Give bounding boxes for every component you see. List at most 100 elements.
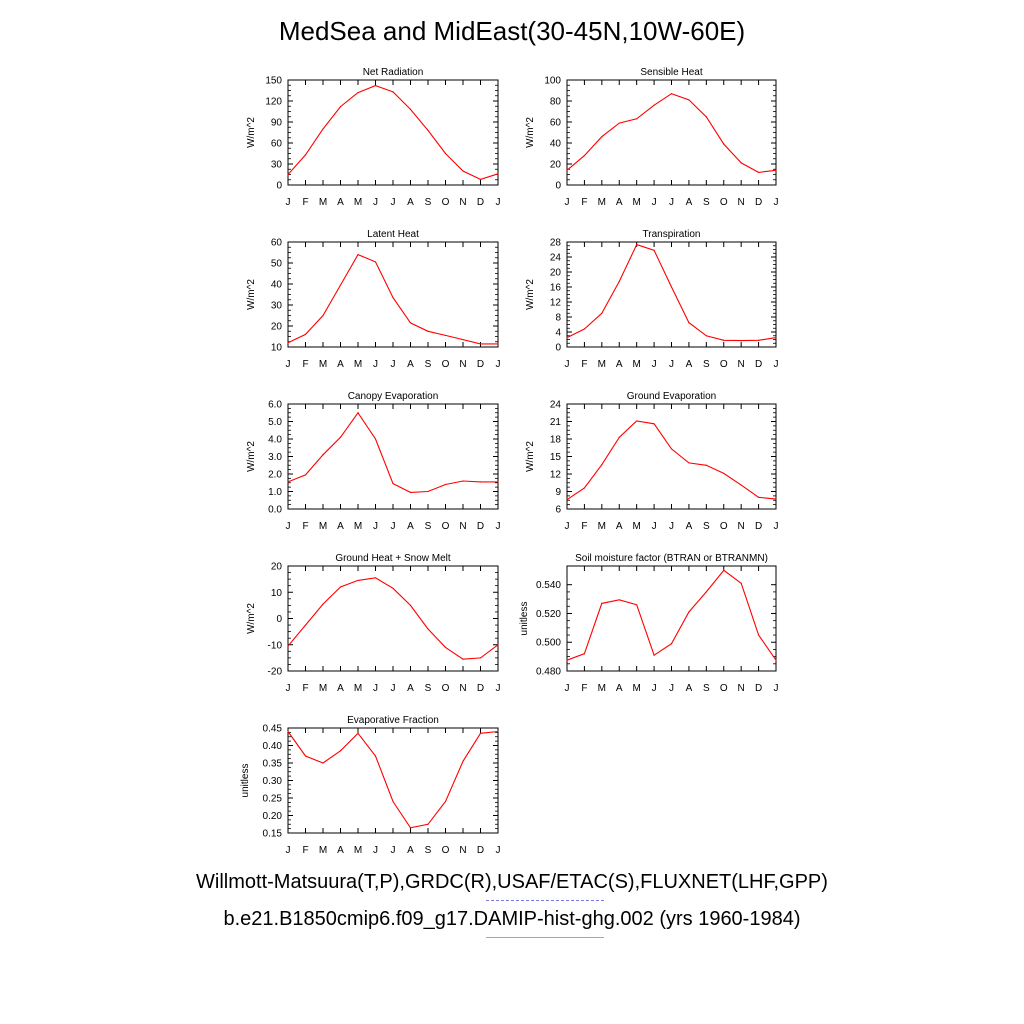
x-tick-label: J xyxy=(391,845,396,856)
chart-title: Latent Heat xyxy=(367,229,419,240)
y-tick-label: 2.0 xyxy=(268,470,282,481)
data-point xyxy=(636,118,638,120)
x-tick-label: M xyxy=(319,683,327,694)
x-tick-label: J xyxy=(286,683,291,694)
data-point xyxy=(601,602,603,604)
x-tick-label: J xyxy=(774,683,779,694)
chart-title: Transpiration xyxy=(643,229,701,240)
x-tick-label: M xyxy=(598,683,606,694)
x-tick-label: S xyxy=(703,683,710,694)
chart-frame xyxy=(566,241,777,348)
chart-title: Ground Heat + Snow Melt xyxy=(335,553,451,564)
x-tick-label: A xyxy=(686,521,693,532)
y-tick-label: 0.500 xyxy=(536,638,561,649)
data-point xyxy=(374,755,377,757)
data-point xyxy=(497,730,499,733)
chart-panel-canopy-evaporation: Canopy Evaporation W/m^2 0.0 1.0 2.0 3.0 4.0 5.… xyxy=(246,391,501,532)
data-point xyxy=(740,582,742,584)
x-tick-label: O xyxy=(720,683,728,694)
data-point xyxy=(636,604,638,606)
x-tick-label: A xyxy=(337,197,344,208)
chart-frame xyxy=(287,241,499,348)
data-point xyxy=(427,330,429,332)
x-tick-label: J xyxy=(565,683,570,694)
data-point xyxy=(462,658,464,660)
series-line-ground-heat-snow-melt xyxy=(287,577,499,660)
x-tick-label: S xyxy=(425,359,432,370)
x-tick-label: F xyxy=(581,359,587,370)
data-point xyxy=(304,333,307,335)
data-point xyxy=(322,603,324,605)
y-tick-label: 10 xyxy=(271,588,283,599)
x-tick-label: D xyxy=(477,359,484,370)
data-point xyxy=(705,591,707,593)
y-tick-label: 3.0 xyxy=(268,452,282,463)
y-tick-label: 0 xyxy=(276,181,282,192)
x-tick-label: D xyxy=(755,683,762,694)
data-point xyxy=(653,654,655,656)
data-point xyxy=(339,750,342,752)
x-tick-label: O xyxy=(442,197,450,208)
legend-model-label: b.e21.B1850cmip6.f09_g17.DAMIP-hist-ghg.… xyxy=(223,908,801,930)
data-point xyxy=(618,280,620,282)
page-title: MedSea and MidEast(30-45N,10W-60E) xyxy=(278,16,746,46)
data-point xyxy=(653,104,655,106)
y-tick-label: 0.15 xyxy=(263,829,283,840)
data-point xyxy=(427,129,429,131)
x-tick-label: J xyxy=(373,521,378,532)
x-tick-label: A xyxy=(407,197,414,208)
data-point xyxy=(566,659,568,661)
data-point xyxy=(688,462,690,464)
y-tick-label: 0.35 xyxy=(263,759,283,770)
data-point xyxy=(339,586,342,588)
chart-frame xyxy=(566,79,777,186)
chart-frame xyxy=(566,403,777,510)
x-tick-label: O xyxy=(442,683,450,694)
data-point xyxy=(479,178,482,180)
chart-panel-ground-heat-snow-melt: Ground Heat + Snow Melt W/m^2 -20 -10 0 10 20 J… xyxy=(246,553,501,694)
data-point xyxy=(322,128,324,130)
data-point xyxy=(757,171,760,173)
x-tick-label: S xyxy=(425,845,432,856)
data-point xyxy=(339,436,342,438)
x-tick-label: J xyxy=(496,521,501,532)
data-point xyxy=(723,472,725,475)
x-tick-label: J xyxy=(565,521,570,532)
x-tick-label: J xyxy=(496,197,501,208)
data-point xyxy=(775,337,777,339)
legend-observations-label: Willmott-Matsuura(T,P),GRDC(R),USAF/ETAC… xyxy=(196,871,828,893)
y-tick-label: 18 xyxy=(550,435,562,446)
x-tick-label: D xyxy=(477,845,484,856)
data-point xyxy=(670,643,673,645)
x-tick-label: J xyxy=(774,521,779,532)
x-tick-label: M xyxy=(319,845,327,856)
y-tick-label: -20 xyxy=(268,667,283,678)
x-tick-label: J xyxy=(286,521,291,532)
x-tick-label: O xyxy=(720,521,728,532)
y-tick-label: 90 xyxy=(271,118,283,129)
data-point xyxy=(392,800,394,803)
data-point xyxy=(339,106,342,108)
data-point xyxy=(304,624,307,626)
x-tick-label: N xyxy=(459,845,466,856)
y-tick-label: 4.0 xyxy=(268,435,282,446)
y-tick-label: 0.20 xyxy=(263,811,283,822)
x-tick-label: M xyxy=(598,197,606,208)
x-tick-label: S xyxy=(703,197,710,208)
x-tick-label: A xyxy=(616,197,623,208)
x-tick-label: M xyxy=(632,359,640,370)
x-tick-label: M xyxy=(632,521,640,532)
x-tick-label: O xyxy=(442,359,450,370)
data-point xyxy=(583,487,586,489)
series-line-soil-moisture-factor-btran-or-btranmn xyxy=(566,569,777,661)
data-point xyxy=(775,498,777,500)
x-tick-label: A xyxy=(686,683,693,694)
x-tick-label: S xyxy=(703,359,710,370)
data-point xyxy=(322,762,324,764)
data-point xyxy=(653,249,655,251)
data-point xyxy=(444,334,447,337)
